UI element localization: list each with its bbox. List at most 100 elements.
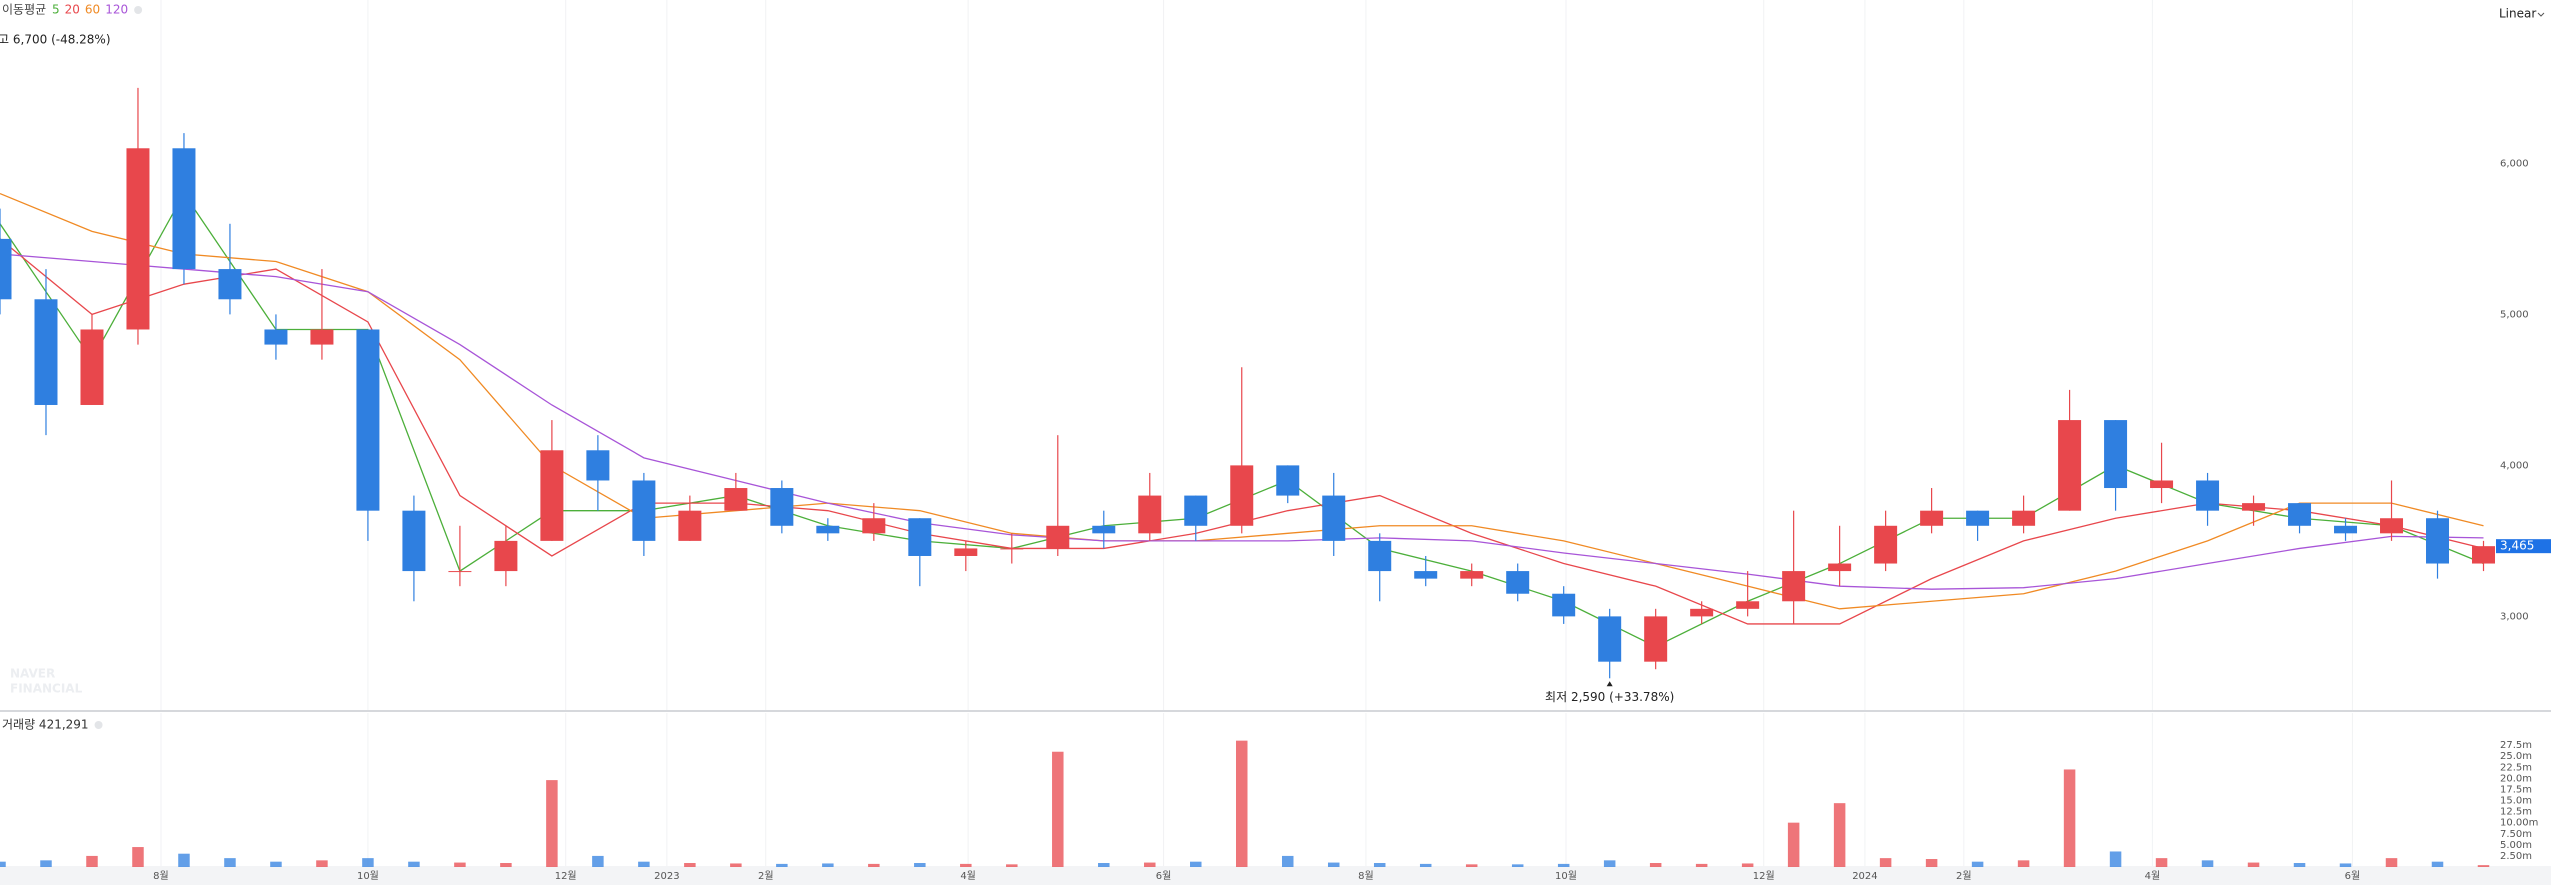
candle-body: [172, 148, 196, 270]
volume-bar: [224, 858, 236, 867]
candle-body: [1276, 465, 1300, 496]
legend-close-icon[interactable]: [134, 6, 143, 14]
candle-body: [2334, 525, 2358, 534]
current-price-label: 3,465: [2500, 539, 2534, 553]
y-tick-label: 4,000: [2500, 460, 2529, 471]
volume-bar: [2477, 865, 2490, 867]
candle-body: [1092, 525, 1116, 534]
volume-bar: [2155, 858, 2168, 867]
x-tick-label: 12월: [555, 870, 577, 882]
candle-body: [632, 480, 656, 541]
volume-bar: [2385, 858, 2398, 867]
volume-bar: [408, 861, 420, 867]
x-tick-label: 8월: [1358, 870, 1374, 882]
volume-bar: [1603, 860, 1616, 867]
volume-bar: [2109, 851, 2122, 867]
candle-body: [2426, 518, 2450, 564]
volume-bar: [1281, 855, 1294, 867]
x-tick-label: 4월: [2145, 870, 2161, 882]
x-tick-label: 2024: [1852, 871, 1877, 882]
volume-bar: [178, 853, 190, 867]
volume-bar: [1190, 861, 1202, 867]
volume-bar: [1052, 751, 1064, 867]
volume-tick-label: 25.0m: [2500, 751, 2532, 762]
candle-body: [2380, 518, 2404, 534]
candle-body: [1138, 495, 1162, 534]
candle-body: [80, 329, 104, 405]
candle-body: [1506, 571, 1530, 594]
candle-body: [1230, 465, 1254, 526]
volume-bar: [1144, 862, 1156, 867]
candle-body: [1460, 571, 1484, 579]
candle-body: [954, 548, 978, 556]
volume-bar: [316, 860, 328, 867]
volume-tick-label: 22.5m: [2500, 762, 2532, 773]
high-annotation: 최고 6,700 (-48.28%): [0, 33, 111, 47]
volume-tick-label: 20.0m: [2500, 773, 2532, 784]
legend-entry[interactable]: 20: [65, 3, 80, 17]
volume-close-icon[interactable]: [94, 721, 103, 729]
volume-bar: [1557, 863, 1570, 867]
candle-body: [540, 450, 564, 541]
volume-tick-label: 10.00m: [2500, 818, 2538, 829]
candle-body: [1966, 510, 1990, 526]
candle-body: [2058, 420, 2082, 511]
candle-body: [34, 299, 58, 405]
legend-entry[interactable]: 60: [85, 3, 100, 17]
volume-bar: [40, 860, 52, 867]
x-tick-label: 2월: [1956, 870, 1972, 882]
x-tick-label: 10월: [1555, 870, 1577, 882]
candle-body: [586, 450, 610, 481]
volume-bar: [0, 861, 6, 867]
volume-bar: [1098, 863, 1110, 867]
volume-bar: [1879, 858, 1892, 867]
candle-body: [1828, 563, 1852, 572]
volume-bar: [362, 858, 374, 867]
volume-bar: [2339, 863, 2352, 867]
volume-bar: [1373, 863, 1386, 867]
volume-bar: [684, 863, 696, 867]
candle-body: [1552, 593, 1576, 617]
volume-tick-label: 7.50m: [2500, 829, 2532, 840]
candle-body: [2104, 420, 2128, 489]
x-tick-label: 2월: [758, 870, 774, 882]
y-tick-label: 3,000: [2500, 611, 2529, 622]
volume-title: 거래량 421,291: [2, 718, 89, 732]
volume-bar: [822, 863, 834, 867]
volume-bar: [2293, 863, 2306, 867]
low-marker: [1606, 681, 1613, 687]
volume-bar: [1327, 862, 1340, 867]
volume-bar: [914, 863, 926, 867]
legend-entry[interactable]: 5: [52, 3, 60, 17]
candle-body: [770, 488, 794, 526]
volume-bar: [1511, 864, 1524, 867]
volume-bar: [454, 862, 466, 867]
scale-toggle[interactable]: Linear: [2499, 7, 2536, 21]
x-tick-label: 12월: [1753, 870, 1775, 882]
candle-body: [908, 518, 932, 556]
candle-body: [816, 525, 840, 534]
volume-bar: [1236, 740, 1248, 867]
legend-entry[interactable]: 120: [105, 3, 128, 17]
candle-body: [1644, 616, 1668, 662]
volume-bar: [1695, 863, 1708, 867]
x-axis-strip: [0, 866, 2551, 885]
watermark: NAVER: [10, 667, 55, 681]
x-tick-label: 4월: [960, 870, 976, 882]
x-tick-label: 6월: [1156, 870, 1172, 882]
volume-bar: [638, 861, 650, 867]
volume-bar: [1833, 803, 1846, 867]
y-tick-label: 6,000: [2500, 158, 2529, 169]
candle-body: [0, 238, 12, 300]
x-tick-label: 2023: [654, 871, 679, 882]
volume-tick-label: 5.00m: [2500, 840, 2532, 851]
candle-body: [1368, 540, 1392, 572]
candle-body: [126, 148, 150, 330]
candle-body: [678, 510, 702, 541]
candle-body: [2196, 480, 2220, 511]
y-tick-label: 5,000: [2500, 309, 2529, 320]
volume-bar: [592, 855, 604, 867]
volume-bar: [1649, 863, 1662, 867]
candle-body: [264, 329, 288, 345]
